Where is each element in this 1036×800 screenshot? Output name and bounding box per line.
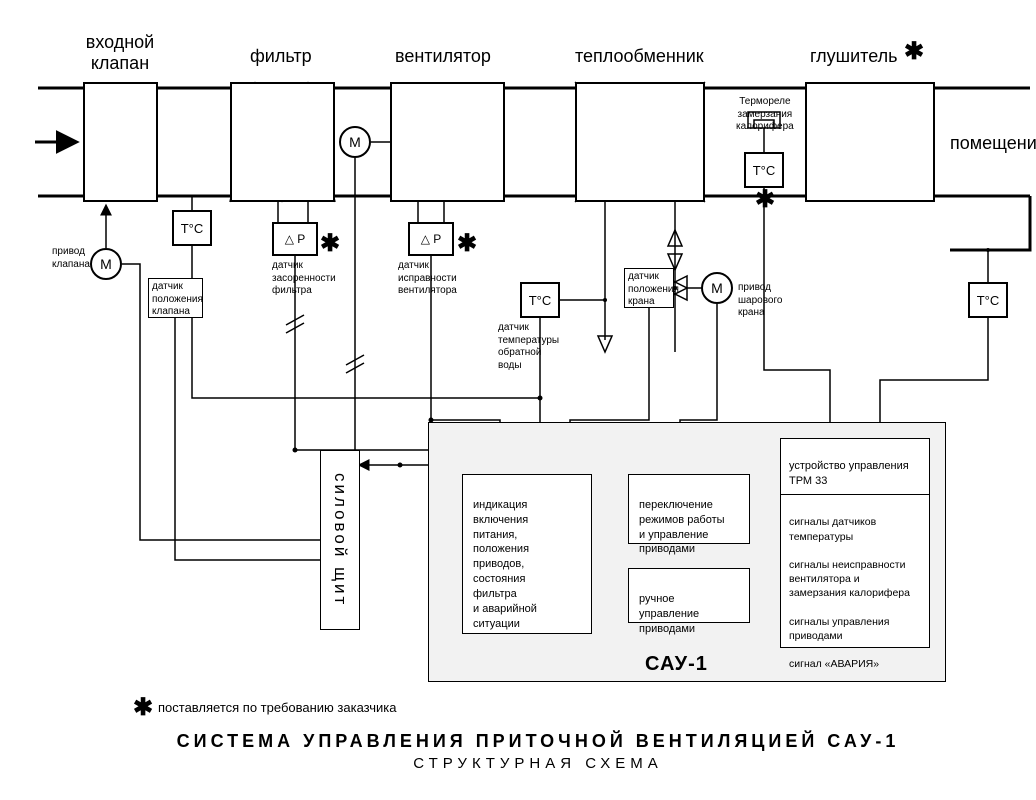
dp-fan: △ P bbox=[408, 222, 454, 256]
sau-manual: ручное управление приводами bbox=[628, 568, 750, 623]
label-filter: фильтр bbox=[250, 46, 312, 67]
t-freeze-symbol: T°C bbox=[753, 163, 776, 178]
t-outdoor-symbol: T°C bbox=[181, 221, 204, 236]
dp-filter: △ P bbox=[272, 222, 318, 256]
dp-fan-star: ✱ bbox=[457, 232, 477, 256]
t-return: T°C bbox=[520, 282, 560, 318]
dp-filter-symbol: △ P bbox=[285, 232, 306, 246]
inlet-valve bbox=[83, 82, 158, 202]
dp-filter-caption: датчик засоренности фильтра bbox=[272, 260, 336, 298]
dp-filter-star: ✱ bbox=[320, 232, 340, 256]
label-fan: вентилятор bbox=[395, 46, 491, 67]
sau-mode: переключение режимов работы и управление… bbox=[628, 474, 750, 544]
motor-ball: M bbox=[701, 272, 733, 304]
motor-ball-symbol: M bbox=[711, 280, 723, 296]
sau-indication-text: индикация включения питания, положения п… bbox=[473, 499, 537, 630]
sau-indication: индикация включения питания, положения п… bbox=[462, 474, 592, 634]
label-hx: теплообменник bbox=[575, 46, 704, 67]
filter bbox=[230, 82, 335, 202]
sau-trm-header: устройство управления ТРМ 33 bbox=[781, 454, 929, 495]
motor-valve: M bbox=[90, 248, 122, 280]
sub-title: СТРУКТУРНАЯ СХЕМА bbox=[20, 755, 1036, 772]
t-return-symbol: T°C bbox=[529, 293, 552, 308]
dp-fan-caption: датчик исправности вентилятора bbox=[398, 260, 457, 298]
power-panel: силовой щит bbox=[320, 450, 360, 630]
main-title: СИСТЕМА УПРАВЛЕНИЯ ПРИТОЧНОЙ ВЕНТИЛЯЦИЕЙ… bbox=[20, 731, 1036, 752]
t-freeze-star: ✱ bbox=[755, 188, 775, 212]
silencer-star: ✱ bbox=[904, 40, 924, 64]
sau-trm-lines: сигналы датчиков температуры сигналы неи… bbox=[781, 509, 929, 677]
sau-title: САУ-1 bbox=[645, 653, 708, 676]
motor-fan: M bbox=[339, 126, 371, 158]
t-supply: T°C bbox=[968, 282, 1008, 318]
valve-position-caption: датчик положения клапана bbox=[152, 281, 203, 319]
silencer bbox=[805, 82, 935, 202]
ball-position-caption: датчик положения крана bbox=[628, 271, 679, 309]
sau-trm: устройство управления ТРМ 33 сигналы дат… bbox=[780, 438, 930, 648]
heat-exchanger bbox=[575, 82, 705, 202]
motor-ball-caption: привод шарового крана bbox=[738, 282, 782, 320]
label-silencer: глушитель bbox=[810, 46, 898, 67]
motor-fan-symbol: M bbox=[349, 134, 361, 150]
sau-manual-text: ручное управление приводами bbox=[639, 593, 699, 635]
fan bbox=[390, 82, 505, 202]
t-supply-symbol: T°C bbox=[977, 293, 1000, 308]
motor-valve-symbol: M bbox=[100, 256, 112, 272]
t-freeze: T°C bbox=[744, 152, 784, 188]
dp-fan-symbol: △ P bbox=[421, 232, 442, 246]
label-room: помещение bbox=[950, 133, 1036, 154]
footnote-star: ✱ bbox=[133, 696, 153, 720]
t-return-caption: датчик температуры обратной воды bbox=[498, 322, 559, 372]
power-panel-label: силовой щит bbox=[330, 473, 350, 607]
t-outdoor: T°C bbox=[172, 210, 212, 246]
label-valve: входной клапан bbox=[75, 32, 165, 73]
motor-valve-caption: привод клапана bbox=[52, 246, 90, 271]
footnote-text: поставляется по требованию заказчика bbox=[158, 700, 396, 715]
t-freeze-caption: Термореле замерзания калорифера bbox=[736, 96, 794, 134]
